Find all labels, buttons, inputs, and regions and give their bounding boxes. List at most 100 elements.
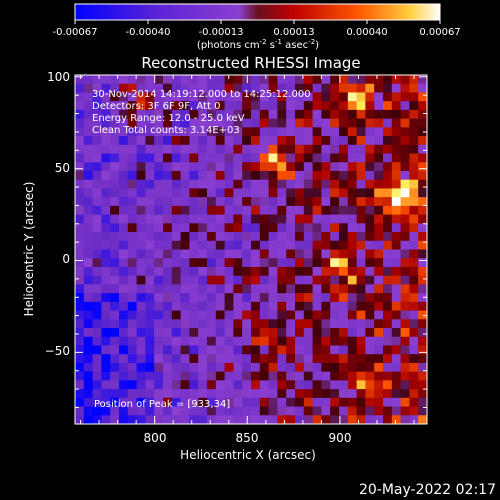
heatmap-cell [365, 301, 375, 312]
heatmap-cell [119, 75, 129, 85]
heatmap-cell [127, 83, 138, 94]
heatmap-cell [136, 266, 146, 277]
heatmap-cell [339, 101, 349, 111]
heatmap-cell [119, 162, 129, 172]
heatmap-cell [145, 319, 155, 329]
heatmap-cell [83, 205, 94, 216]
heatmap-cell [303, 371, 314, 381]
heatmap-cell [215, 223, 226, 233]
heatmap-cell [242, 354, 252, 364]
heatmap-cell [154, 362, 164, 373]
heatmap-cell [119, 197, 129, 207]
heatmap-cell [347, 101, 358, 111]
heatmap-cell [339, 83, 349, 94]
heatmap-cell [215, 371, 226, 381]
heatmap-cell [418, 232, 427, 242]
heatmap-cell [251, 162, 261, 172]
heatmap-cell [189, 336, 199, 347]
heatmap-cell [207, 345, 217, 355]
heatmap-cell [295, 109, 305, 120]
heatmap-cell [145, 258, 155, 268]
heatmap-cell [303, 258, 314, 268]
heatmap-cell [83, 284, 94, 294]
heatmap-cell [259, 249, 270, 259]
heatmap-cell [163, 301, 173, 312]
heatmap-cell [136, 197, 146, 207]
heatmap-cell [259, 284, 270, 294]
heatmap-cell [286, 188, 296, 198]
heatmap-cell [347, 83, 358, 94]
heatmap-cell [277, 223, 287, 233]
heatmap-cell [198, 240, 208, 251]
heatmap-cell [391, 328, 402, 338]
heatmap-cell [321, 397, 331, 408]
heatmap-cell [180, 284, 190, 294]
heatmap-cell [356, 153, 366, 163]
heatmap-cell [101, 275, 111, 285]
heatmap-cell [268, 415, 278, 424]
heatmap-cell [286, 179, 296, 190]
heatmap-cell [75, 345, 85, 355]
heatmap-cell [83, 310, 94, 320]
heatmap-cell [312, 162, 322, 172]
heatmap-cell [198, 362, 208, 373]
heatmap-cell [286, 354, 296, 364]
heatmap-cell [356, 293, 366, 303]
heatmap-cell [268, 83, 278, 94]
heatmap-cell [251, 249, 261, 259]
heatmap-cell [268, 162, 278, 172]
heatmap-cell [145, 345, 155, 355]
heatmap-cell [171, 258, 182, 268]
heatmap-cell [171, 92, 182, 102]
heatmap-cell [303, 293, 314, 303]
heatmap-cell [207, 301, 217, 312]
heatmap-cell [391, 232, 402, 242]
heatmap-cell [409, 345, 419, 355]
heatmap-cell [215, 362, 226, 373]
heatmap-cell [330, 101, 340, 111]
heatmap-cell [391, 284, 402, 294]
heatmap-cell [207, 319, 217, 329]
heatmap-cell [418, 354, 427, 364]
heatmap-cell [251, 232, 261, 242]
heatmap-cell [312, 170, 322, 181]
heatmap-cell [251, 284, 261, 294]
heatmap-cell [215, 118, 226, 128]
heatmap-cell [198, 258, 208, 268]
heatmap-cell [268, 92, 278, 102]
heatmap-cell [259, 380, 270, 390]
heatmap-cell [259, 136, 270, 146]
heatmap-cell [251, 92, 261, 102]
heatmap-cell [242, 328, 252, 338]
heatmap-cell [110, 406, 120, 416]
heatmap-cell [83, 109, 94, 120]
heatmap-cell [83, 328, 94, 338]
heatmap-cell [365, 328, 375, 338]
heatmap-cell [312, 389, 322, 399]
heatmap-cell [374, 127, 384, 137]
heatmap-cell [339, 118, 349, 128]
heatmap-cell [154, 345, 164, 355]
heatmap-cell [163, 328, 173, 338]
heatmap-cell [400, 179, 410, 190]
heatmap-cell [145, 266, 155, 277]
heatmap-cell [303, 197, 314, 207]
x-tick-label: 850 [236, 431, 259, 445]
heatmap-cell [171, 336, 182, 347]
heatmap-cell [321, 197, 331, 207]
heatmap-cell [312, 109, 322, 120]
heatmap-cell [356, 397, 366, 408]
heatmap-cell [110, 109, 120, 120]
heatmap-cell [409, 389, 419, 399]
heatmap-cell [374, 232, 384, 242]
heatmap-cell [339, 328, 349, 338]
heatmap-cell [295, 144, 305, 155]
heatmap-cell [127, 92, 138, 102]
heatmap-cell [295, 354, 305, 364]
heatmap-cell [145, 301, 155, 312]
heatmap-cell [330, 109, 340, 120]
heatmap-cell [198, 371, 208, 381]
heatmap-cell [347, 214, 358, 224]
heatmap-cell [330, 345, 340, 355]
heatmap-cell [92, 83, 102, 94]
